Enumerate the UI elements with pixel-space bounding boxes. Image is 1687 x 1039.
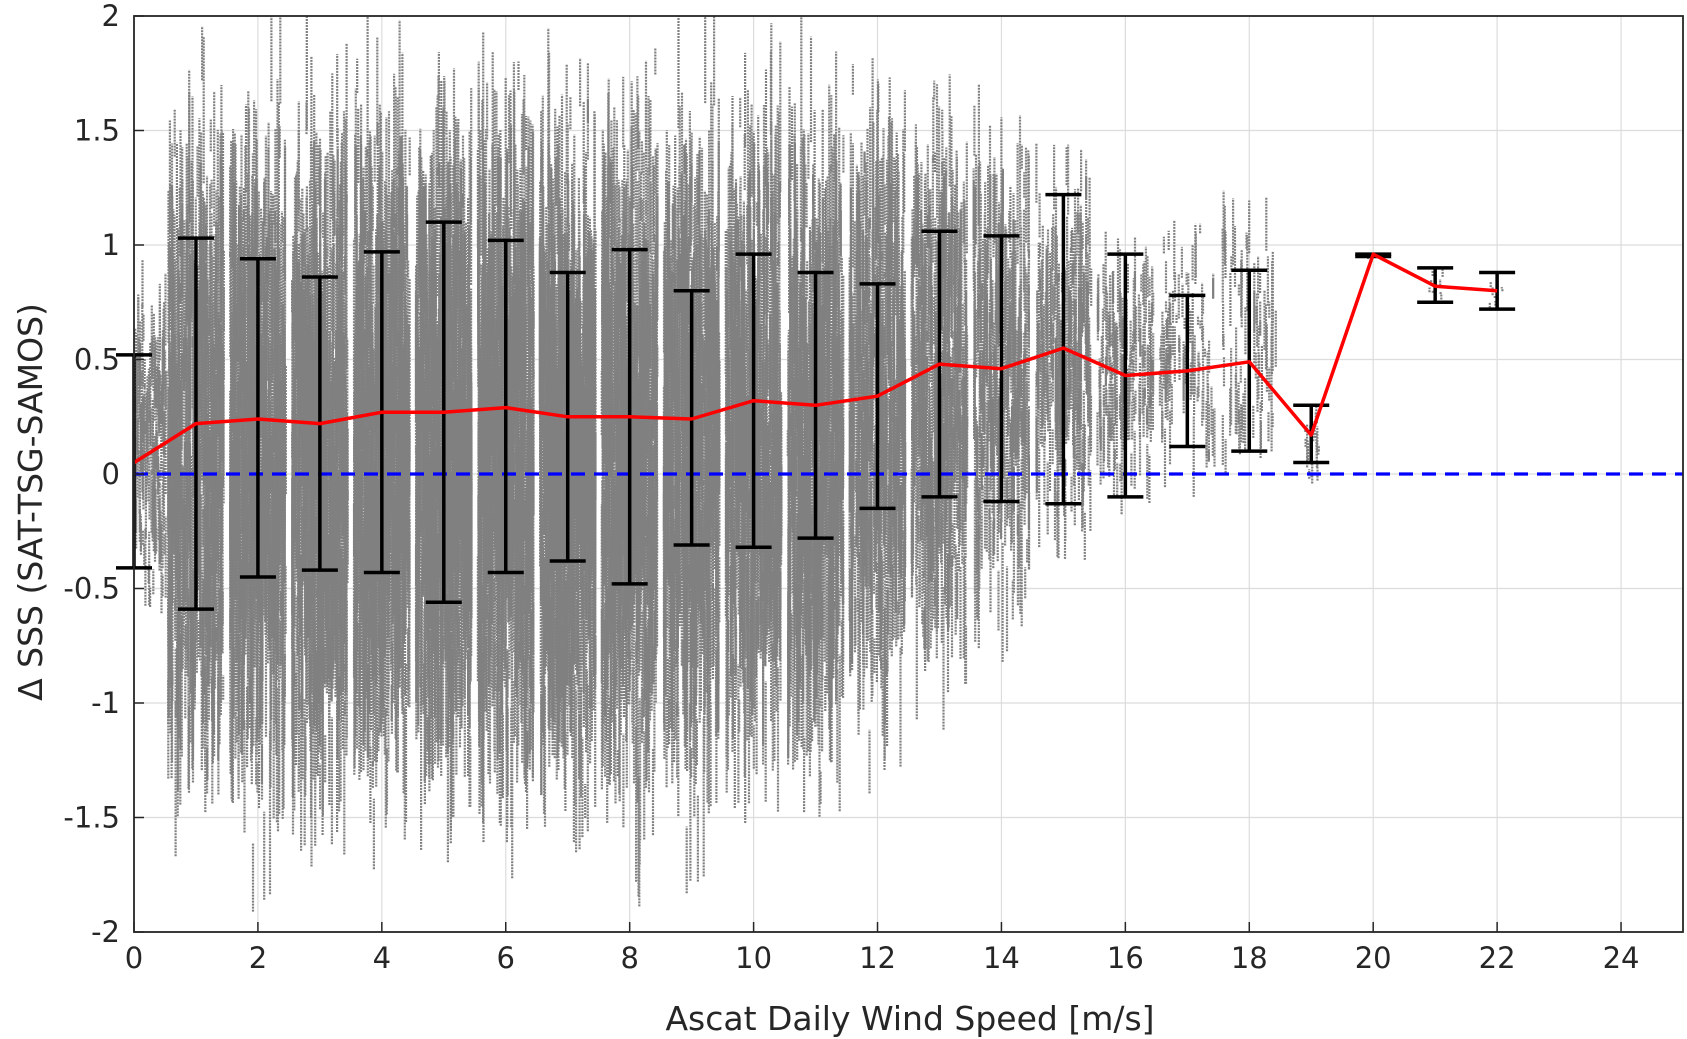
wind-speed-sss-chart: 0 2 4 6 8 10 12 14 16 18 20 22 24 -2-1.5-1-0.500.511…	[11, 0, 1684, 1038]
